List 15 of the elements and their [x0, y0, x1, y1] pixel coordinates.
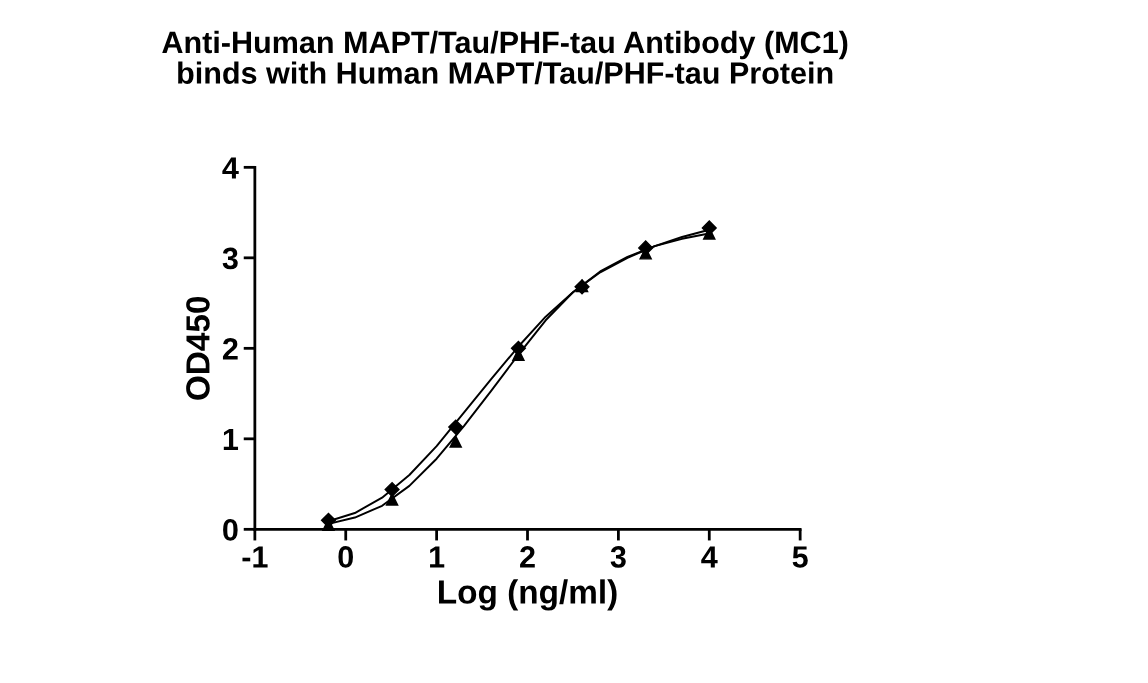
y-tick-label: 0 [223, 519, 238, 541]
y-tick-label: 1 [223, 428, 239, 450]
x-axis-title: Log (ng/ml) [439, 579, 617, 611]
x-tick-label: 0 [338, 546, 353, 568]
x-tick-label: 5 [792, 546, 808, 568]
chart-title: Anti-Human MAPT/Tau/PHF-tau Antibody (MC1) binds with Human MAPT/Tau/PHF-tau Protein [162, 30, 848, 85]
y-axis-title: OD450 [186, 296, 210, 400]
x-tick-label: 2 [520, 546, 535, 568]
y-tick-label: 2 [222, 338, 238, 360]
x-tick-label: 4 [701, 546, 718, 568]
x-tick-label: 1 [430, 546, 445, 568]
x-tick-label: 3 [610, 546, 626, 568]
y-tick-label: 3 [222, 247, 238, 270]
y-tick-label: 4 [222, 157, 239, 179]
x-tick-label: -1 [242, 546, 268, 568]
